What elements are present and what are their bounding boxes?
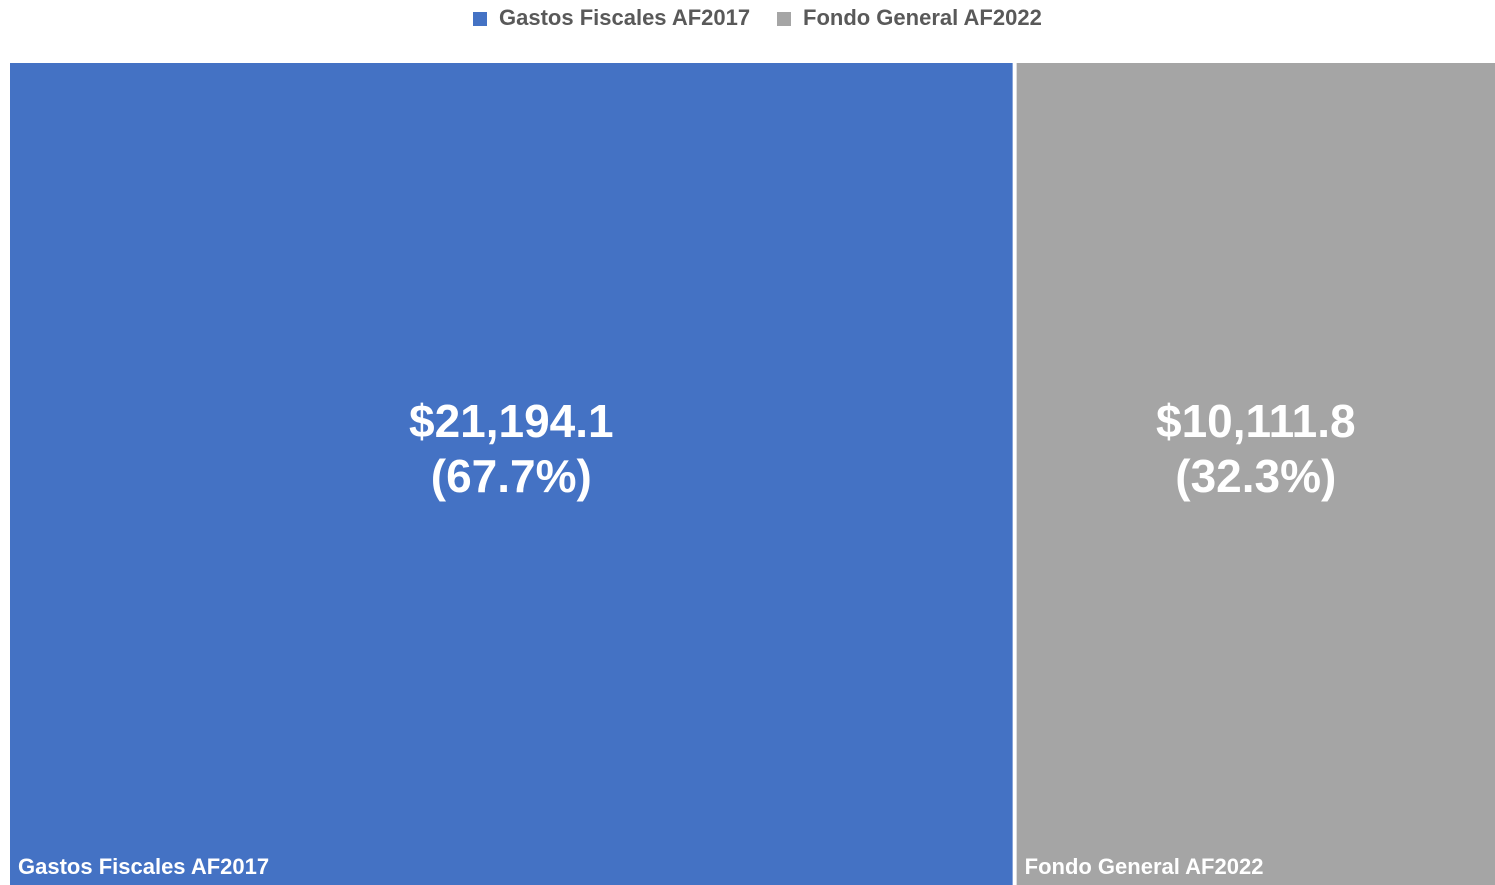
treemap-tile: [10, 63, 1013, 885]
treemap-tile: [1016, 63, 1495, 885]
percent-label: (32.3%): [1175, 450, 1336, 502]
value-label: $10,111.8: [1156, 395, 1356, 447]
tile-label: Fondo General AF2022: [1025, 854, 1264, 879]
legend-swatch: [473, 12, 487, 26]
percent-label: (67.7%): [431, 450, 592, 502]
legend-label: Fondo General AF2022: [803, 5, 1042, 30]
value-label: $21,194.1: [409, 395, 614, 447]
tile-label: Gastos Fiscales AF2017: [18, 854, 269, 879]
legend-label: Gastos Fiscales AF2017: [499, 5, 750, 30]
legend-swatch: [777, 12, 791, 26]
